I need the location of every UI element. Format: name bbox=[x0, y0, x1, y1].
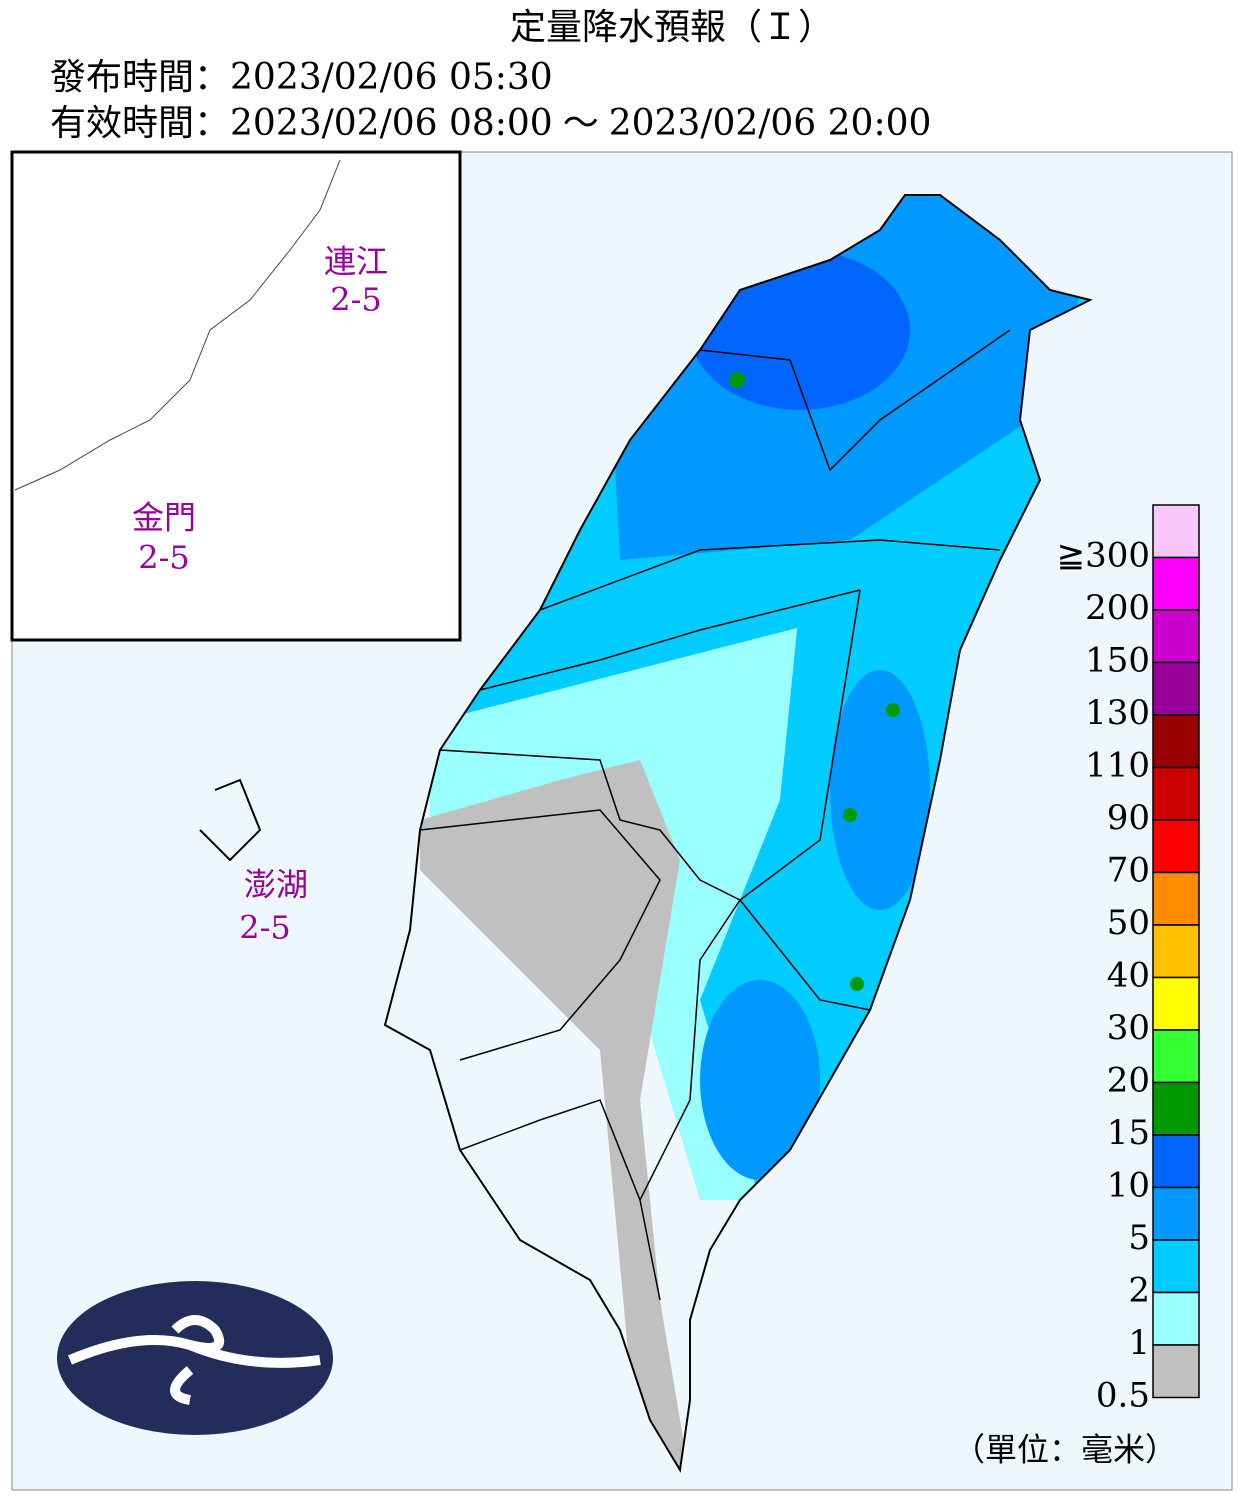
county-border bbox=[739, 899, 871, 1011]
logo-mark bbox=[68, 1315, 321, 1405]
legend-swatch bbox=[1152, 1029, 1200, 1084]
legend-label: 150 bbox=[1085, 641, 1150, 681]
inset-box bbox=[10, 150, 462, 642]
legend-swatch bbox=[1152, 819, 1200, 874]
legend-swatch bbox=[1152, 714, 1200, 769]
valid-from: 2023/02/06 08:00 bbox=[230, 103, 553, 144]
region-range: 2-5 bbox=[138, 539, 190, 577]
legend-unit: （單位：毫米） bbox=[953, 1431, 1177, 1469]
legend: ≧300 200 150 130 110 90 70 50 40 30 20 15 10 5 2 1 0.5 bbox=[1057, 504, 1200, 1416]
legend-label: ≧300 bbox=[1057, 536, 1150, 576]
region-name: 連江 bbox=[324, 243, 388, 281]
county-border bbox=[419, 809, 661, 1061]
penghu-outline bbox=[199, 778, 262, 862]
legend-swatch bbox=[1152, 1344, 1200, 1399]
legend-swatch bbox=[1152, 1291, 1200, 1346]
legend-swatch bbox=[1152, 1081, 1200, 1136]
legend-label: 40 bbox=[1107, 956, 1150, 996]
legend-swatch bbox=[1152, 609, 1200, 664]
legend-swatch bbox=[1152, 504, 1200, 559]
legend-label: 10 bbox=[1107, 1166, 1150, 1206]
legend-label: 5 bbox=[1128, 1218, 1150, 1258]
county-border bbox=[459, 1099, 641, 1201]
region-range: 2-5 bbox=[239, 909, 291, 947]
legend-label: 50 bbox=[1107, 903, 1150, 943]
county-border bbox=[479, 589, 861, 691]
legend-label: 2 bbox=[1128, 1271, 1150, 1311]
legend-swatch bbox=[1152, 661, 1200, 716]
issue-time: 發布時間：2023/02/06 05:30 bbox=[50, 57, 553, 98]
valid-time: 有效時間：2023/02/06 08:00 ～ 2023/02/06 20:00 bbox=[50, 103, 931, 144]
legend-swatch bbox=[1152, 924, 1200, 979]
region-name: 金門 bbox=[132, 499, 196, 537]
legend-label: 20 bbox=[1107, 1061, 1150, 1101]
legend-label: 70 bbox=[1107, 851, 1150, 891]
county-border bbox=[439, 589, 861, 901]
valid-to: 2023/02/06 20:00 bbox=[609, 103, 932, 144]
region-range: 2-5 bbox=[330, 281, 382, 319]
valid-label: 有效時間： bbox=[50, 103, 230, 144]
issue-value: 2023/02/06 05:30 bbox=[230, 57, 553, 98]
title: 定量降水預報（Ｉ） bbox=[510, 7, 834, 48]
legend-label: 15 bbox=[1107, 1113, 1150, 1153]
legend-label: 200 bbox=[1085, 588, 1150, 628]
issue-label: 發布時間： bbox=[50, 57, 230, 98]
legend-label: 90 bbox=[1107, 798, 1150, 838]
county-border bbox=[699, 329, 1011, 472]
county-border bbox=[539, 539, 1001, 611]
legend-swatch bbox=[1152, 766, 1200, 821]
county-border bbox=[639, 899, 741, 1301]
logo bbox=[57, 1281, 333, 1435]
legend-swatch bbox=[1152, 871, 1200, 926]
legend-label: 130 bbox=[1085, 693, 1150, 733]
region-name: 澎湖 bbox=[244, 866, 308, 904]
valid-sep: ～ bbox=[563, 103, 599, 144]
legend-swatch bbox=[1152, 1239, 1200, 1294]
legend-label: 0.5 bbox=[1096, 1376, 1150, 1416]
legend-label: 30 bbox=[1107, 1008, 1150, 1048]
legend-label: 110 bbox=[1085, 746, 1150, 786]
legend-label: 1 bbox=[1128, 1323, 1150, 1363]
legend-swatch bbox=[1152, 1186, 1200, 1241]
inset-coastline bbox=[14, 159, 341, 491]
legend-swatch bbox=[1152, 976, 1200, 1031]
legend-swatch bbox=[1152, 556, 1200, 611]
legend-swatch bbox=[1152, 1134, 1200, 1189]
